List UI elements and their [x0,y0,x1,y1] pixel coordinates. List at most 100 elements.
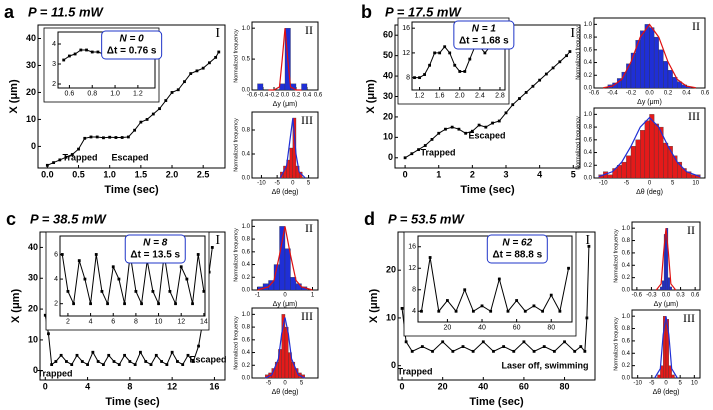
x-axis-label: Time (sec) [469,396,524,408]
y-tick-label: 0.0 [242,376,251,382]
data-point [489,309,493,313]
data-point [471,309,475,313]
x-tick-label: 0.8 [87,90,97,97]
histogram-bar [284,326,289,379]
data-point [420,309,423,313]
y-tick-label: 0.4 [584,60,593,66]
data-point [451,349,455,353]
y-tick-label: 0.0 [242,88,251,94]
x-tick-label: 2.4 [475,92,485,99]
histogram-bar [279,226,286,291]
data-point [133,363,137,366]
data-point [164,99,168,102]
panel-title: P = 17.5 mW [385,4,462,19]
data-point [504,111,508,115]
data-point [68,54,71,58]
annotation: Trapped [37,368,72,378]
fit-curve [257,226,313,291]
y-tick-label: 1.0 [242,224,251,230]
x-axis-label: Δθ (deg) [272,189,299,196]
x-tick-label: 1.0 [103,170,116,180]
x-tick-label: -0.6 [632,292,643,298]
y-tick-label: 10 [26,114,36,124]
data-point [410,349,414,353]
data-point [170,91,174,94]
histogram-bar [669,286,672,291]
y-tick-label: 30 [26,60,36,70]
data-point [111,265,115,269]
panel-letter: c [6,209,16,229]
data-point [431,349,434,353]
data-point [430,138,434,141]
y-tick-label: 20 [383,111,393,121]
x-tick-label: -0.4 [607,90,618,96]
y-tick-label: 1.0 [242,312,251,318]
x-tick-label: -0.3 [646,292,657,298]
fit-curve [268,28,302,91]
data-point [126,135,130,139]
data-point [83,136,87,140]
y-tick-label: 0.4 [584,150,593,156]
data-point [165,363,169,366]
x-tick-label: -10 [633,380,642,386]
y-tick-label: 10 [386,312,396,322]
data-point [120,136,124,139]
y-axis-label: Normalized frequency [613,317,619,371]
x-tick-label: 0 [648,180,652,186]
data-point [185,277,189,281]
histogram-bar [284,248,291,291]
y-tick-label: 4 [52,41,56,48]
y-tick-label: 20 [26,87,36,97]
data-point [208,61,211,65]
data-point [417,148,420,152]
x-tick-label: 5 [300,380,304,386]
data-point [133,128,137,132]
data-point [457,127,461,131]
data-point [450,125,454,129]
data-point [437,131,441,135]
y-axis-label: Normalized frequency [575,116,581,170]
data-point [60,253,64,256]
data-point [144,360,148,363]
data-point [443,45,447,49]
histogram-bar [640,130,646,179]
data-point [191,360,195,363]
data-point [538,78,542,82]
data-point [512,349,516,353]
panel-numeral: III [301,309,313,323]
panel-numeral: III [301,113,313,127]
panel-numeral: I [215,26,220,41]
x-tick-label: -0.2 [626,90,637,96]
y-tick-label: 2 [54,301,58,308]
data-point [195,69,199,73]
data-point [64,155,68,159]
histogram-bar [649,114,655,179]
x-tick-label: 0.2 [292,92,301,98]
y-tick-label: 40 [26,33,36,43]
x-tick-label: 5 [571,170,576,180]
data-point [114,136,118,139]
y-tick-label: 8 [412,287,416,294]
data-point [573,349,577,353]
x-tick-label: -5 [624,180,630,186]
x-axis-label: Δy (μm) [273,101,298,108]
x-tick-label: 10 [692,180,699,186]
data-point [157,302,160,306]
data-point [54,360,58,363]
annotation: Escaped [468,130,505,140]
panel-numeral: II [687,223,695,237]
data-point [471,349,475,353]
panel-numeral: III [683,311,695,325]
y-axis-label: X (μm) [368,289,380,324]
data-point [403,156,407,160]
data-point [70,363,74,366]
y-tick-label: 0.6 [584,47,593,53]
data-point [532,304,536,308]
data-line [420,257,570,313]
y-tick-label: 0 [388,152,393,162]
data-point [464,131,468,135]
x-tick-label: -10 [599,180,608,186]
data-point [86,363,89,366]
data-point [201,66,205,70]
